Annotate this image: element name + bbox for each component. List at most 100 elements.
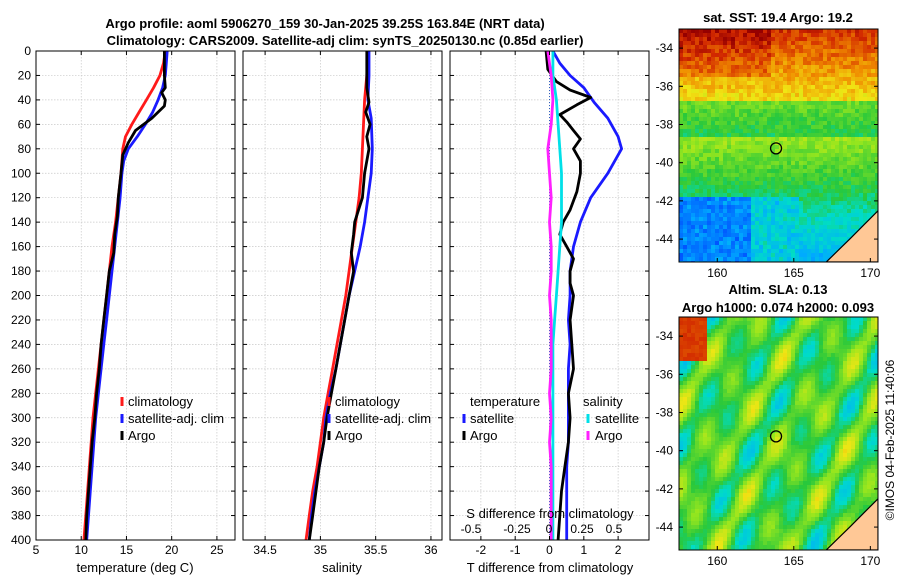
map-cell xyxy=(691,73,696,78)
map-cell xyxy=(863,133,868,138)
map-cell xyxy=(719,361,724,366)
map-cell xyxy=(715,157,720,162)
map-cell xyxy=(799,105,804,110)
map-cell xyxy=(779,445,784,450)
map-cell xyxy=(803,129,808,134)
map-cell xyxy=(819,241,824,246)
map-cell xyxy=(735,345,740,350)
map-cell xyxy=(723,69,728,74)
map-cell xyxy=(719,37,724,42)
map-cell xyxy=(723,41,728,46)
map-cell xyxy=(863,189,868,194)
map-cell xyxy=(679,409,684,414)
map-cell xyxy=(767,77,772,82)
map-cell xyxy=(823,89,828,94)
map-cell xyxy=(699,377,704,382)
map-cell xyxy=(731,385,736,390)
map-cell xyxy=(699,349,704,354)
map-cell xyxy=(711,61,716,66)
map-cell xyxy=(687,401,692,406)
map-cell xyxy=(831,441,836,446)
map-cell xyxy=(859,429,864,434)
map-cell xyxy=(743,405,748,410)
map-cell xyxy=(735,205,740,210)
map-cell xyxy=(855,437,860,442)
map-cell xyxy=(695,101,700,106)
map-cell xyxy=(859,197,864,202)
map-cell xyxy=(851,349,856,354)
map-cell xyxy=(823,169,828,174)
map-cell xyxy=(795,101,800,106)
map-cell xyxy=(747,417,752,422)
map-cell xyxy=(751,57,756,62)
map-cell xyxy=(827,369,832,374)
map-cell xyxy=(755,389,760,394)
map-cell xyxy=(795,405,800,410)
map-cell xyxy=(847,209,852,214)
map-cell xyxy=(747,173,752,178)
map-cell xyxy=(771,257,776,262)
map-cell xyxy=(703,133,708,138)
map-cell xyxy=(783,385,788,390)
map-cell xyxy=(779,93,784,98)
map-cell xyxy=(739,241,744,246)
map-cell xyxy=(791,361,796,366)
map-cell xyxy=(723,317,728,322)
map-cell xyxy=(719,173,724,178)
map-cell xyxy=(759,137,764,142)
map-cell xyxy=(823,117,828,122)
map-cell xyxy=(803,101,808,106)
map-cell xyxy=(703,421,708,426)
map-cell xyxy=(707,373,712,378)
map-cell xyxy=(711,441,716,446)
map-cell xyxy=(807,401,812,406)
map-cell xyxy=(735,157,740,162)
map-cell xyxy=(819,57,824,62)
map-cell xyxy=(755,321,760,326)
map-cell xyxy=(691,389,696,394)
y-tick-label: 280 xyxy=(11,386,31,400)
map-cell xyxy=(807,225,812,230)
map-cell xyxy=(703,349,708,354)
map-cell xyxy=(739,229,744,234)
map-cell xyxy=(747,337,752,342)
map-cell xyxy=(855,421,860,426)
map-cell xyxy=(823,53,828,58)
map-cell xyxy=(811,69,816,74)
map-cell xyxy=(747,201,752,206)
map-cell xyxy=(691,57,696,62)
map-cell xyxy=(695,417,700,422)
map-cell xyxy=(755,201,760,206)
y-tick-label: 380 xyxy=(11,509,31,523)
map-cell xyxy=(787,249,792,254)
map-cell xyxy=(843,157,848,162)
map-cell xyxy=(791,325,796,330)
map-cell xyxy=(791,41,796,46)
map-cell xyxy=(819,429,824,434)
map-cell xyxy=(803,401,808,406)
map-cell xyxy=(747,349,752,354)
map-cell xyxy=(843,341,848,346)
map-cell xyxy=(759,385,764,390)
map-cell xyxy=(747,441,752,446)
map-cell xyxy=(763,145,768,150)
map-cell xyxy=(855,205,860,210)
map-cell xyxy=(767,349,772,354)
map-cell xyxy=(807,241,812,246)
map-cell xyxy=(831,409,836,414)
map-cell xyxy=(727,37,732,42)
map-cell xyxy=(815,109,820,114)
map-cell xyxy=(763,41,768,46)
map-cell xyxy=(867,181,872,186)
map-cell xyxy=(683,177,688,182)
map-cell xyxy=(727,193,732,198)
map-cell xyxy=(867,445,872,450)
map-cell xyxy=(807,213,812,218)
map-cell xyxy=(871,365,876,370)
map-cell xyxy=(751,161,756,166)
map-cell xyxy=(747,213,752,218)
map-cell xyxy=(783,401,788,406)
map-cell xyxy=(747,397,752,402)
map-cell xyxy=(711,81,716,86)
map-cell xyxy=(699,393,704,398)
